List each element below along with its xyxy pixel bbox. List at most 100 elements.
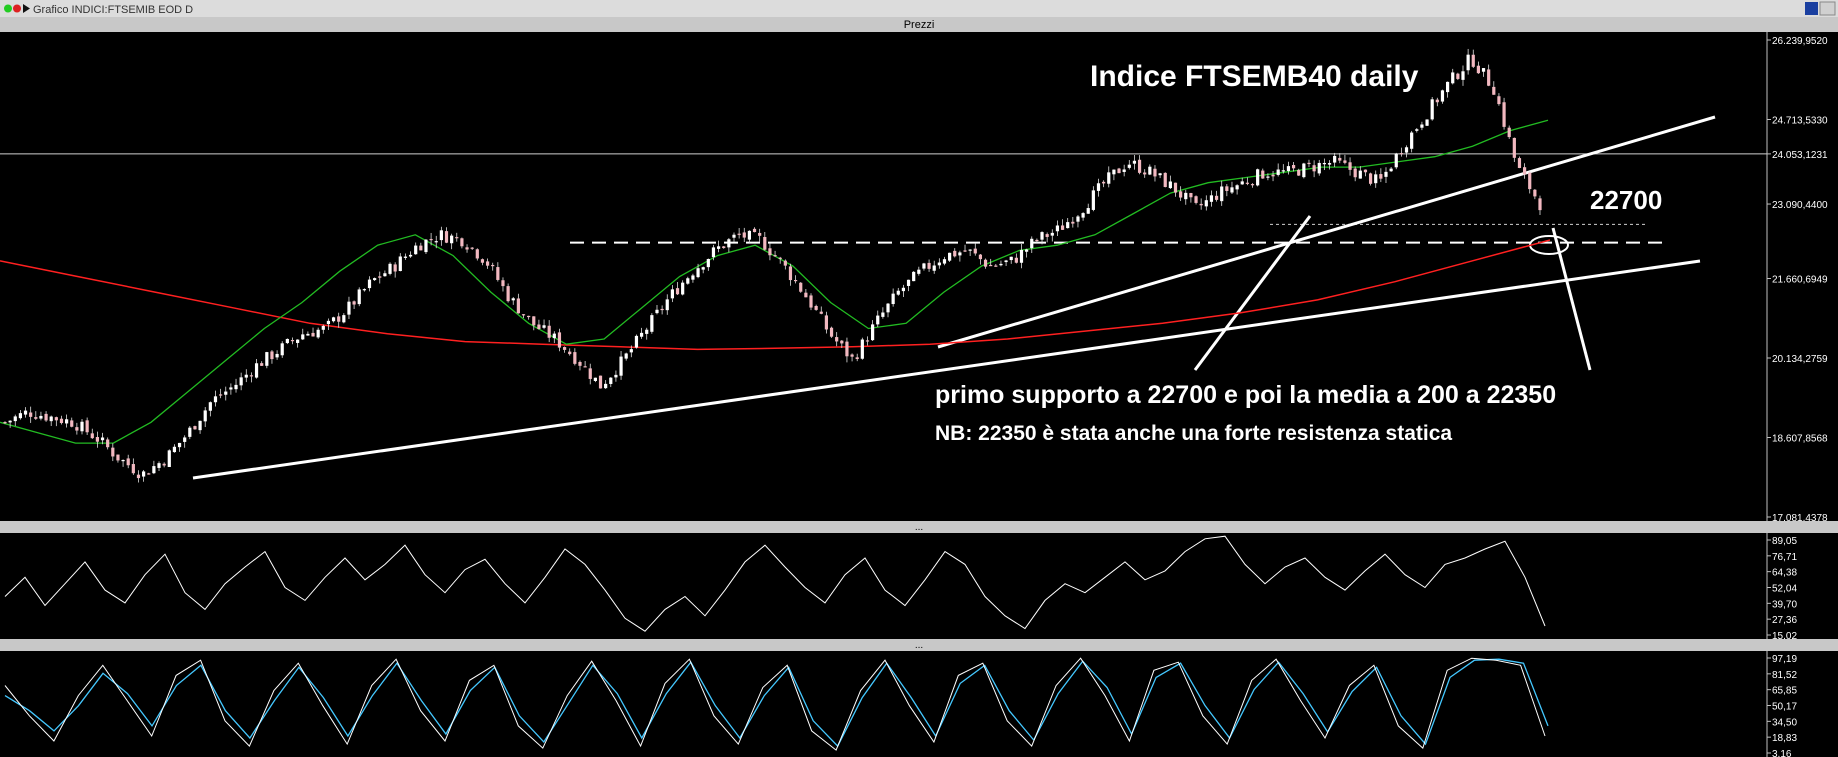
candle-body bbox=[1209, 195, 1214, 202]
candle-body bbox=[681, 282, 685, 295]
candle-body bbox=[819, 311, 823, 314]
arrow-icon bbox=[23, 4, 30, 13]
candle-body bbox=[157, 463, 161, 468]
candle-body bbox=[208, 402, 212, 411]
panel-separator-1[interactable] bbox=[0, 521, 1838, 533]
candle-body bbox=[1481, 68, 1486, 72]
candle-body bbox=[527, 315, 531, 318]
candle-body bbox=[1117, 168, 1121, 174]
candle-body bbox=[177, 442, 182, 448]
candle-body bbox=[424, 239, 428, 253]
candle-body bbox=[665, 299, 669, 311]
candle-body bbox=[1035, 239, 1039, 242]
y-tick-label: 24.713,5330 bbox=[1772, 116, 1828, 127]
window-dot-green-icon[interactable] bbox=[4, 4, 12, 13]
candle-body bbox=[419, 245, 423, 251]
candle-body bbox=[809, 295, 813, 308]
candle-body bbox=[1050, 232, 1054, 236]
candle-body bbox=[1076, 216, 1080, 222]
candle-body bbox=[352, 301, 356, 305]
candle-body bbox=[434, 241, 438, 243]
candle-body bbox=[501, 280, 505, 287]
candle-body bbox=[1204, 200, 1208, 207]
candle-body bbox=[824, 315, 829, 330]
candle-body bbox=[244, 374, 248, 378]
candle-body bbox=[1291, 165, 1296, 169]
separator-1-label: ... bbox=[915, 522, 923, 533]
candle-body bbox=[331, 317, 336, 322]
candle-body bbox=[1230, 187, 1234, 193]
y-tick-label: 17.081,4378 bbox=[1772, 513, 1828, 524]
candle-body bbox=[973, 248, 977, 254]
candle-body bbox=[342, 315, 346, 323]
candle-body bbox=[219, 394, 223, 396]
candle-body bbox=[1379, 174, 1383, 179]
candle-body bbox=[906, 279, 911, 286]
candle-body bbox=[460, 238, 464, 247]
price-plot-area bbox=[0, 32, 1767, 521]
candle-body bbox=[716, 246, 721, 249]
candle-body bbox=[1158, 173, 1162, 176]
candle-body bbox=[742, 232, 746, 238]
candle-body bbox=[1091, 190, 1095, 210]
candle-body bbox=[229, 387, 233, 390]
panel-title-bar bbox=[0, 17, 1838, 32]
panel-separator-2[interactable] bbox=[0, 639, 1838, 651]
candle-body bbox=[1060, 225, 1065, 230]
candle-body bbox=[321, 325, 325, 330]
candle-body bbox=[347, 301, 351, 315]
candle-body bbox=[922, 263, 926, 269]
candle-body bbox=[301, 334, 305, 340]
candle-body bbox=[270, 351, 274, 360]
candle-body bbox=[3, 422, 7, 424]
candle-body bbox=[1466, 54, 1470, 71]
candle-body bbox=[167, 450, 171, 467]
candle-body bbox=[480, 259, 485, 263]
candle-body bbox=[711, 247, 716, 258]
candle-body bbox=[701, 267, 705, 270]
candle-body bbox=[1430, 99, 1434, 120]
y-tick-label: 23.090,4400 bbox=[1772, 200, 1828, 211]
candle-body bbox=[316, 329, 320, 338]
candle-body bbox=[521, 314, 526, 316]
candle-body bbox=[111, 447, 115, 457]
candle-body bbox=[193, 426, 197, 430]
candle-body bbox=[198, 420, 202, 431]
candle-body bbox=[485, 261, 490, 266]
candle-body bbox=[254, 363, 259, 378]
candle-body bbox=[639, 332, 644, 337]
close-button[interactable] bbox=[1819, 1, 1836, 16]
candle-body bbox=[224, 391, 228, 395]
candle-body bbox=[1214, 195, 1219, 200]
candle-body bbox=[1410, 132, 1414, 149]
candle-body bbox=[1281, 170, 1285, 172]
candle-body bbox=[1040, 232, 1044, 240]
candle-body bbox=[978, 254, 983, 260]
candle-body bbox=[578, 361, 582, 366]
ma200-line bbox=[0, 239, 1551, 351]
candle-body bbox=[1517, 158, 1522, 168]
candle-body bbox=[1343, 160, 1347, 163]
candle-body bbox=[1102, 181, 1106, 184]
candle-body bbox=[619, 356, 623, 376]
candle-body bbox=[1358, 170, 1362, 179]
candle-body bbox=[1497, 96, 1501, 105]
candle-body bbox=[645, 329, 649, 334]
candle-body bbox=[1220, 186, 1224, 202]
candle-body bbox=[1348, 162, 1352, 170]
candle-body bbox=[968, 249, 972, 251]
candle-body bbox=[865, 340, 870, 342]
candle-body bbox=[1440, 90, 1445, 102]
candle-body bbox=[136, 474, 141, 479]
level-label-22700: 22700 bbox=[1590, 185, 1662, 215]
candle-body bbox=[1384, 171, 1388, 177]
candle-body bbox=[686, 278, 690, 284]
candle-body bbox=[1071, 221, 1075, 224]
window-dot-red-icon[interactable] bbox=[13, 4, 21, 13]
level-lines bbox=[0, 153, 1767, 244]
candle-body bbox=[1132, 160, 1137, 164]
candle-body bbox=[1476, 65, 1480, 74]
candle-body bbox=[337, 316, 341, 322]
candle-body bbox=[1456, 73, 1460, 79]
maximize-button[interactable] bbox=[1805, 2, 1818, 15]
